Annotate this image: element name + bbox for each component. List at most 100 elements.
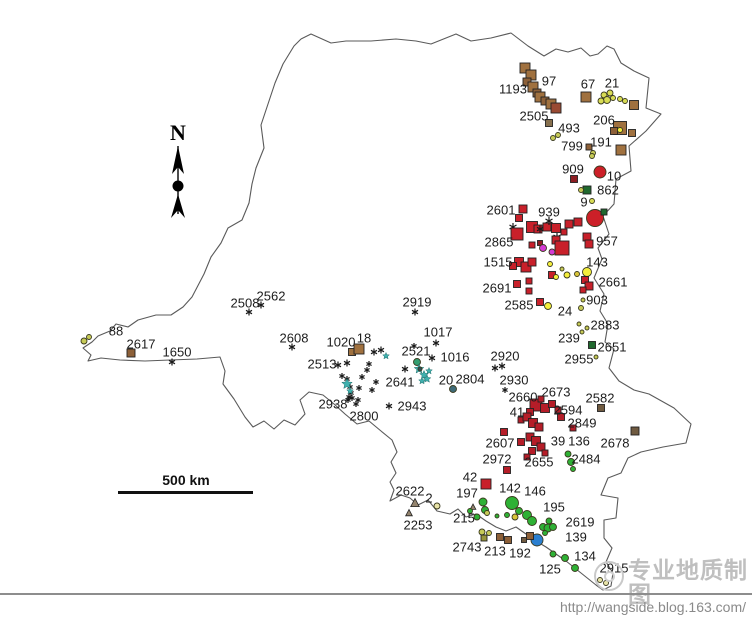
map-symbol — [576, 321, 582, 327]
map-symbol — [573, 217, 583, 227]
map-symbol — [428, 354, 436, 362]
map-symbol — [579, 286, 587, 294]
map-symbol — [610, 127, 618, 135]
map-symbol — [504, 536, 512, 544]
map-symbol — [382, 351, 390, 360]
map-symbol — [369, 387, 375, 393]
map-symbol — [585, 143, 593, 151]
map-symbol — [530, 533, 544, 547]
map-symbol — [515, 214, 523, 222]
map-symbol — [498, 362, 506, 370]
map-symbol — [593, 354, 599, 360]
map-symbol — [571, 564, 579, 572]
map-symbol — [559, 266, 565, 272]
map-symbol — [86, 334, 92, 340]
bottom-divider — [0, 593, 752, 595]
sample-symbols — [80, 62, 640, 586]
map-symbol — [533, 224, 543, 234]
map-symbol — [597, 404, 605, 412]
map-symbol — [553, 274, 559, 280]
map-symbol — [528, 241, 536, 249]
map-symbol — [411, 343, 417, 349]
map-symbol — [411, 308, 419, 316]
map-symbol — [425, 366, 433, 375]
north-label: N — [170, 120, 186, 145]
map-symbol — [517, 438, 525, 446]
map-symbol — [557, 413, 565, 421]
map-symbol — [527, 257, 537, 267]
map-symbol — [525, 277, 533, 285]
map-symbol — [505, 496, 519, 510]
map-symbol — [494, 513, 500, 519]
map-symbol — [433, 502, 441, 510]
map-symbol — [536, 225, 544, 233]
map-symbol — [511, 513, 519, 521]
map-symbol — [560, 228, 568, 236]
map-symbol — [245, 308, 253, 316]
map-symbol — [551, 223, 561, 233]
map-symbol — [528, 447, 536, 455]
map-symbol — [484, 510, 490, 516]
map-symbol — [564, 219, 574, 229]
map-symbol — [405, 508, 413, 517]
map-symbol — [593, 165, 607, 179]
map-symbol — [500, 428, 508, 436]
map-symbol — [589, 153, 595, 159]
map-symbol — [373, 379, 379, 385]
map-symbol — [531, 436, 541, 446]
map-symbol — [339, 373, 345, 379]
map-symbol — [544, 302, 552, 310]
map-symbol — [548, 248, 556, 256]
map-symbol — [534, 422, 544, 432]
map-symbol — [550, 135, 556, 141]
map-symbol — [480, 478, 492, 490]
map-symbol — [537, 395, 545, 403]
map-symbol — [478, 497, 488, 507]
map-symbol — [491, 364, 499, 372]
map-symbol — [527, 516, 537, 526]
map-symbol — [570, 466, 576, 472]
map-symbol — [80, 337, 88, 345]
watermark-url[interactable]: http://wangside.blog.163.com/ — [559, 599, 746, 615]
map-symbol — [478, 528, 486, 536]
map-symbol — [561, 554, 569, 562]
map-symbol — [480, 534, 488, 542]
map-symbol — [523, 453, 531, 461]
map-symbol — [257, 301, 265, 309]
map-symbol — [346, 394, 352, 400]
map-symbol — [630, 426, 640, 436]
map-symbol — [334, 361, 342, 369]
map-symbol — [518, 204, 528, 214]
map-symbol — [502, 387, 508, 393]
map-symbol — [617, 96, 623, 102]
map-symbol — [288, 343, 296, 351]
map-symbol — [564, 450, 572, 458]
map-symbol — [563, 271, 571, 279]
map-symbol — [413, 358, 421, 366]
map-symbol — [515, 507, 523, 515]
map-symbol — [569, 424, 577, 432]
map-symbol — [522, 412, 532, 422]
map-symbol — [600, 208, 608, 216]
map-symbol — [370, 348, 378, 356]
map-symbol — [629, 100, 639, 110]
map-symbol — [584, 281, 594, 291]
map-symbol — [401, 365, 409, 373]
map-symbol — [548, 400, 556, 408]
map-symbol — [549, 550, 557, 558]
map-symbol — [580, 297, 586, 303]
map-symbol — [520, 261, 532, 273]
map-symbol — [606, 89, 614, 97]
map-symbol — [597, 97, 605, 105]
map-symbol — [622, 98, 628, 104]
map-symbol — [519, 62, 531, 74]
map-symbol — [418, 376, 426, 385]
map-symbol — [126, 348, 136, 358]
map-symbol — [410, 497, 420, 508]
map-symbol — [570, 175, 578, 183]
map-symbol — [574, 271, 580, 277]
map-symbol — [542, 222, 552, 232]
map-symbol — [578, 305, 584, 311]
map-symbol — [526, 532, 534, 540]
